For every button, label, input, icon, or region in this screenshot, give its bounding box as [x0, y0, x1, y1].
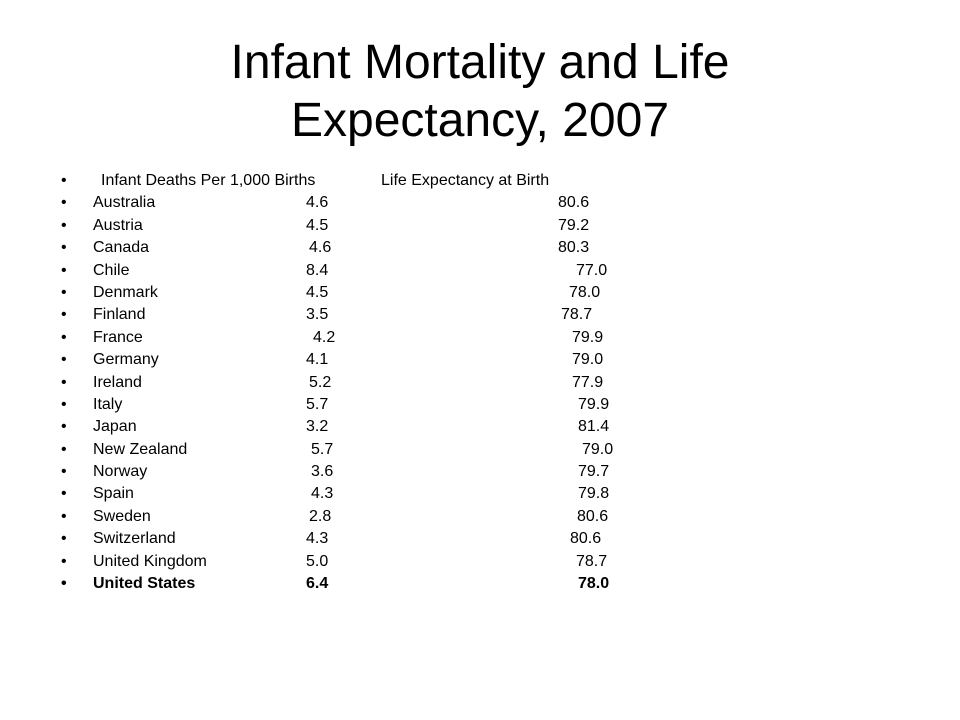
life-expectancy-value: 80.6 — [570, 530, 602, 548]
country-name: Germany — [93, 351, 159, 369]
infant-deaths-value: 4.5 — [306, 216, 329, 234]
bullet-icon: • — [61, 306, 67, 324]
infant-deaths-value: 4.6 — [309, 239, 332, 257]
bullet-icon: • — [61, 216, 67, 234]
list-item: • United Kingdom 5.0 78.7 — [0, 551, 960, 573]
list-item: • Denmark 4.5 78.0 — [0, 282, 960, 304]
life-expectancy-value: 79.9 — [578, 395, 610, 413]
infant-deaths-value: 3.6 — [311, 463, 334, 481]
infant-deaths-value: 6.4 — [306, 575, 329, 593]
country-name: Japan — [93, 418, 137, 436]
bullet-icon: • — [61, 440, 67, 458]
bullet-icon: • — [61, 395, 67, 413]
country-name: United States — [93, 575, 196, 593]
country-name: New Zealand — [93, 440, 188, 458]
slide-title-line-2: Expectancy, 2007 — [290, 94, 670, 147]
country-name: Australia — [93, 194, 156, 212]
bullet-icon: • — [61, 575, 67, 593]
infant-deaths-value: 5.2 — [309, 373, 332, 391]
infant-deaths-value: 3.5 — [306, 306, 329, 324]
life-expectancy-value: 81.4 — [578, 418, 610, 436]
country-name: Ireland — [93, 373, 142, 391]
country-name: Spain — [93, 485, 134, 503]
country-name: United Kingdom — [93, 552, 207, 570]
life-expectancy-value: 79.9 — [572, 328, 604, 346]
list-header-row: • Infant Deaths Per 1,000 Births Life Ex… — [0, 170, 960, 192]
bullet-icon: • — [61, 283, 67, 301]
bullet-icon: • — [61, 507, 67, 525]
list-item: • Italy 5.7 79.9 — [0, 394, 960, 416]
list-item: • United States 6.4 78.0 — [0, 573, 960, 595]
data-list: • Infant Deaths Per 1,000 Births Life Ex… — [0, 170, 960, 595]
bullet-icon: • — [61, 239, 67, 257]
infant-deaths-value: 5.7 — [306, 395, 329, 413]
bullet-icon: • — [61, 172, 67, 189]
life-expectancy-value: 78.0 — [569, 283, 601, 301]
bullet-icon: • — [61, 261, 67, 279]
infant-deaths-value: 2.8 — [309, 507, 332, 525]
bullet-icon: • — [61, 328, 67, 346]
life-expectancy-value: 79.8 — [578, 485, 610, 503]
bullet-icon: • — [61, 351, 67, 369]
infant-deaths-value: 4.3 — [311, 485, 334, 503]
life-expectancy-value: 78.7 — [561, 306, 593, 324]
bullet-icon: • — [61, 552, 67, 570]
infant-deaths-value: 5.0 — [306, 552, 329, 570]
list-item: • Australia 4.6 80.6 — [0, 192, 960, 214]
list-item: • New Zealand 5.7 79.0 — [0, 439, 960, 461]
infant-deaths-value: 4.3 — [306, 530, 329, 548]
country-name: Sweden — [93, 507, 151, 525]
life-expectancy-value: 77.9 — [572, 373, 604, 391]
infant-deaths-value: 4.6 — [306, 194, 329, 212]
bullet-icon: • — [61, 418, 67, 436]
list-item: • Norway 3.6 79.7 — [0, 461, 960, 483]
list-item: • Spain 4.3 79.8 — [0, 483, 960, 505]
life-expectancy-value: 80.6 — [558, 194, 590, 212]
list-item: • Canada 4.6 80.3 — [0, 237, 960, 259]
life-expectancy-value: 79.0 — [582, 440, 614, 458]
life-expectancy-value: 78.7 — [576, 552, 608, 570]
country-name: Finland — [93, 306, 146, 324]
life-expectancy-value: 77.0 — [576, 261, 608, 279]
bullet-icon: • — [61, 373, 67, 391]
infant-deaths-value: 4.2 — [313, 328, 336, 346]
bullet-icon: • — [61, 194, 67, 212]
country-name: Chile — [93, 261, 130, 279]
bullet-icon: • — [61, 485, 67, 503]
country-name: Austria — [93, 216, 143, 234]
list-item: • Austria 4.5 79.2 — [0, 215, 960, 237]
list-item: • Japan 3.2 81.4 — [0, 416, 960, 438]
country-name: Denmark — [93, 283, 158, 301]
list-item: • Finland 3.5 78.7 — [0, 304, 960, 326]
country-name: France — [93, 328, 143, 346]
life-expectancy-value: 79.0 — [572, 351, 604, 369]
life-expectancy-value: 80.3 — [558, 239, 590, 257]
list-item: • Sweden 2.8 80.6 — [0, 506, 960, 528]
bullet-icon: • — [61, 463, 67, 481]
infant-deaths-value: 3.2 — [306, 418, 329, 436]
infant-deaths-value: 8.4 — [306, 261, 329, 279]
column-header-life-expectancy: Life Expectancy at Birth — [381, 172, 550, 189]
country-name: Canada — [93, 239, 150, 257]
list-item: • France 4.2 79.9 — [0, 327, 960, 349]
life-expectancy-value: 79.2 — [558, 216, 590, 234]
list-item: • Ireland 5.2 77.9 — [0, 372, 960, 394]
infant-deaths-value: 4.5 — [306, 283, 329, 301]
country-name: Italy — [93, 395, 123, 413]
infant-deaths-value: 4.1 — [306, 351, 329, 369]
infant-deaths-value: 5.7 — [311, 440, 334, 458]
list-item: • Chile 8.4 77.0 — [0, 260, 960, 282]
slide-title-line-1: Infant Mortality and Life — [230, 36, 730, 89]
country-name: Norway — [93, 463, 148, 481]
life-expectancy-value: 79.7 — [578, 463, 610, 481]
slide-title: Infant Mortality and Life Expectancy, 20… — [0, 34, 960, 150]
bullet-icon: • — [61, 530, 67, 548]
list-item: • Switzerland 4.3 80.6 — [0, 528, 960, 550]
column-header-infant-deaths: Infant Deaths Per 1,000 Births — [101, 172, 316, 189]
country-name: Switzerland — [93, 530, 176, 548]
life-expectancy-value: 78.0 — [578, 575, 610, 593]
life-expectancy-value: 80.6 — [577, 507, 609, 525]
list-item: • Germany 4.1 79.0 — [0, 349, 960, 371]
